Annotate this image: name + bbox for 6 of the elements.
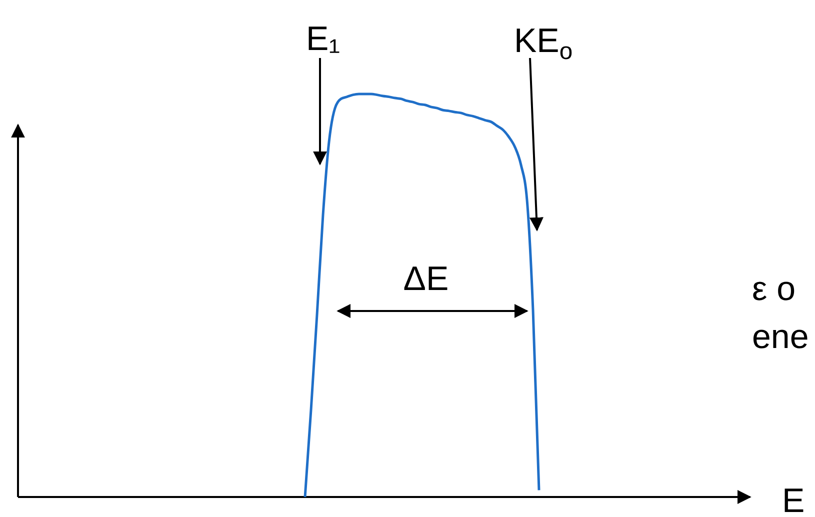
- annotation: ΔE: [403, 260, 449, 298]
- text: E: [782, 482, 805, 517]
- text: E₁: [306, 20, 340, 58]
- text: ε o: [752, 270, 796, 308]
- text: KE$_{o}$: [514, 22, 573, 66]
- text: ene: [752, 318, 809, 356]
